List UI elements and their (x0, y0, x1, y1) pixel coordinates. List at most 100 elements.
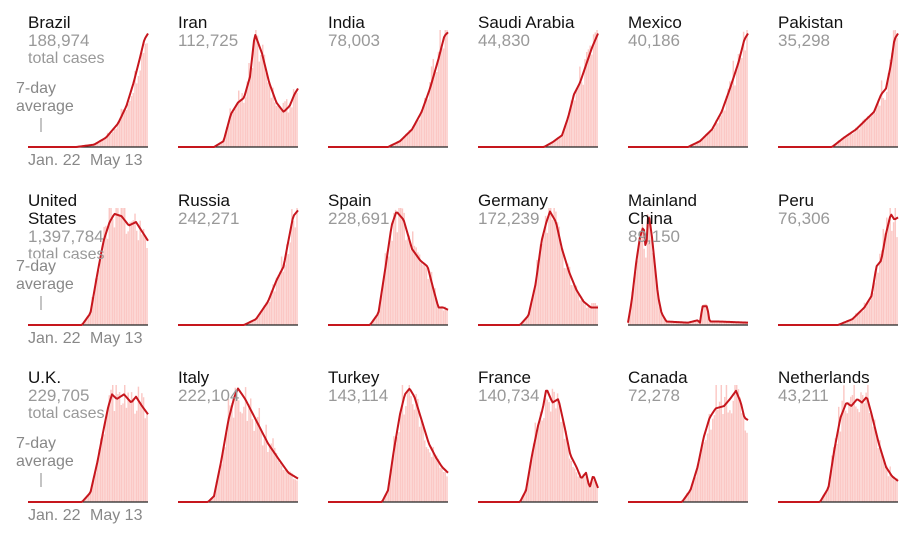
daily-bar (222, 452, 225, 502)
seven-day-average-line (628, 389, 749, 503)
daily-bar (282, 102, 285, 147)
chart-plot (28, 32, 149, 148)
daily-bar (406, 238, 409, 325)
daily-bar (851, 318, 854, 325)
daily-bar (853, 385, 855, 502)
avg-label-line2: average (16, 98, 74, 115)
daily-bar (286, 99, 288, 147)
daily-bar (287, 112, 290, 147)
daily-bar (584, 304, 586, 325)
daily-bar (144, 236, 147, 325)
daily-bar (718, 321, 721, 325)
daily-bar (260, 55, 262, 147)
daily-bar (880, 454, 883, 502)
daily-bar (418, 254, 421, 325)
daily-bar (856, 408, 859, 502)
daily-bar (391, 461, 393, 502)
seven-day-average-line (28, 32, 149, 148)
daily-bar (560, 136, 562, 147)
daily-bar (263, 438, 266, 502)
daily-bar (705, 303, 707, 325)
daily-bar (137, 75, 140, 147)
daily-bar (275, 105, 278, 147)
daily-bar (227, 125, 230, 147)
country-name-line: Turkey (328, 368, 380, 387)
daily-bar (241, 93, 243, 147)
daily-bar (127, 103, 129, 147)
daily-bar (136, 230, 138, 325)
daily-bar (105, 418, 107, 502)
daily-bar (446, 309, 448, 325)
daily-bar (441, 467, 443, 502)
seven-day-average-line (28, 393, 149, 503)
daily-bar (560, 246, 562, 325)
daily-bar (243, 406, 245, 502)
daily-bar (417, 252, 419, 325)
daily-bar (727, 88, 729, 147)
daily-bar (672, 321, 675, 325)
total-cases-label: total cases (28, 50, 105, 67)
avg-label-line1: 7-day (16, 435, 57, 452)
daily-bar (575, 285, 578, 325)
daily-bar (529, 307, 531, 325)
daily-bar (446, 30, 448, 147)
daily-bar (432, 58, 435, 148)
daily-bar (84, 498, 87, 502)
daily-bar (722, 322, 724, 325)
daily-bar (294, 479, 297, 502)
daily-bar (215, 482, 218, 502)
daily-bar (862, 120, 864, 147)
daily-bar (734, 385, 736, 502)
daily-bar (741, 413, 743, 502)
daily-bar (577, 476, 579, 502)
daily-bar (89, 491, 92, 502)
daily-bar (562, 248, 564, 325)
country-name: Turkey (328, 369, 379, 387)
daily-bar (248, 322, 250, 325)
daily-bar (724, 110, 726, 147)
daily-bar (892, 476, 895, 502)
x-tick-end: May 13 (90, 330, 143, 347)
daily-bar (839, 431, 842, 502)
daily-bar (722, 414, 724, 502)
daily-bar (401, 208, 404, 325)
daily-bar (703, 442, 705, 502)
daily-bar (436, 72, 438, 147)
country-name-line: Peru (778, 191, 814, 210)
daily-bar (393, 436, 395, 502)
daily-bar (742, 31, 745, 148)
country-name: Canada (628, 369, 688, 387)
daily-bar (653, 257, 656, 325)
daily-bar (670, 321, 673, 325)
daily-bar (220, 142, 223, 147)
daily-bar (548, 144, 550, 147)
daily-bar (229, 108, 231, 147)
daily-bar (696, 142, 699, 147)
daily-bar (279, 271, 281, 325)
daily-bar (582, 473, 585, 502)
country-name-line: Canada (628, 368, 688, 387)
country-name: Mainland China (628, 192, 697, 228)
daily-bar (396, 232, 399, 325)
daily-bar (629, 306, 632, 325)
daily-bar (268, 85, 271, 147)
daily-bar (439, 307, 441, 325)
daily-bar (879, 253, 881, 325)
daily-bar (877, 272, 879, 325)
country-name: U.K. (28, 369, 61, 387)
daily-bar (586, 307, 588, 325)
daily-bar (853, 316, 855, 325)
daily-bar (648, 215, 651, 325)
daily-bar (720, 321, 723, 325)
daily-bar (708, 131, 711, 147)
x-tick-start: Jan. 22 (28, 507, 81, 524)
daily-bar (574, 468, 576, 502)
daily-bar (282, 271, 285, 325)
daily-bar (539, 244, 542, 325)
daily-bar (686, 493, 688, 502)
country-name: Iran (178, 14, 207, 32)
daily-bar (889, 208, 891, 325)
daily-bar (592, 303, 595, 325)
daily-bar (234, 108, 237, 147)
chart-plot (627, 214, 749, 326)
